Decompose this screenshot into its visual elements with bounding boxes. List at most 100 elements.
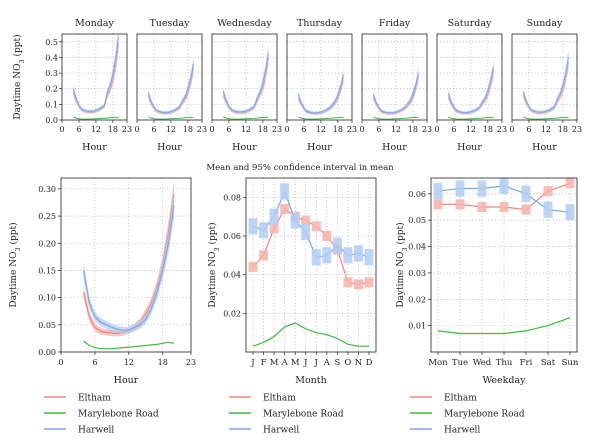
x-tick-label: 6 — [526, 125, 531, 134]
y-tick-label: 0.25 — [38, 212, 56, 221]
ci-band-harwell — [83, 191, 174, 334]
ci-box-harwell — [248, 218, 258, 235]
x-tick-label: Tue — [452, 358, 468, 368]
series-line-harwell — [83, 205, 175, 331]
x-tick-label: 18 — [158, 358, 168, 367]
ci-band-harwell — [448, 59, 494, 114]
weekday-panel: Mon Tue Wed Thu Fri Sat Sun 0.01 0.02 0.03 0.04 0.0… — [395, 177, 579, 386]
series-line-marylebone-road — [73, 116, 119, 120]
ci-box-eltham — [259, 250, 269, 261]
x-tick-label: 12 — [241, 125, 251, 134]
ci-box-eltham — [364, 277, 374, 288]
ci-band-harwell — [298, 68, 344, 115]
x-tick-label: 23 — [272, 125, 282, 134]
ci-band-harwell — [223, 44, 269, 114]
series-line-harwell — [72, 37, 119, 112]
x-tick-label: A — [281, 358, 289, 368]
x-axis-label: Hour — [114, 375, 139, 386]
x-tick-label: 23 — [186, 358, 196, 367]
day-panel-wednesday: Wednesday 0 6 12 18 23 Hour — [209, 18, 282, 153]
x-tick-label: S — [334, 358, 340, 368]
ci-box-eltham — [455, 199, 465, 210]
series-line-marylebone-road — [373, 116, 419, 120]
x-tick-label: 12 — [91, 125, 101, 134]
legend-label: Eltham — [444, 394, 477, 404]
ci-box-harwell — [364, 249, 374, 266]
x-tick-label: 12 — [541, 125, 551, 134]
panel-frame — [60, 177, 192, 353]
ci-box-harwell — [332, 237, 342, 254]
ci-box-harwell — [259, 222, 269, 239]
chart-title: Mean and 95% confidence interval in mean — [206, 163, 394, 173]
legend-label: Marylebone Road — [78, 410, 159, 420]
ci-box-harwell — [433, 183, 443, 200]
series-line-marylebone-road — [523, 116, 569, 120]
panel-title: Wednesday — [217, 18, 272, 29]
x-tick-label: F — [261, 358, 267, 368]
series-line-marylebone-road — [83, 340, 175, 350]
y-tick-label: 0.3 — [45, 69, 58, 78]
x-tick-label: 18 — [183, 125, 193, 134]
y-axis-label-sub: 3 — [401, 247, 409, 251]
x-tick-label: 0 — [209, 125, 214, 134]
ci-band-harwell — [373, 66, 419, 115]
x-axis-label: Hour — [382, 142, 407, 153]
y-tick-label: 0.30 — [38, 185, 56, 194]
y-tick-label: 0.4 — [45, 53, 58, 62]
x-tick-label: D — [366, 358, 373, 368]
legend: Eltham Marylebone Road Harwell — [229, 394, 344, 436]
series-line-marylebone-road — [252, 322, 369, 347]
y-axis-label-main: Daytime NO — [396, 252, 406, 308]
ci-box-harwell — [301, 224, 311, 241]
y-tick-label: 0.10 — [38, 294, 56, 303]
y-axis-label-main: Daytime NO — [13, 64, 23, 120]
series-line-harwell — [522, 57, 569, 113]
y-tick-label: 0.5 — [45, 38, 58, 47]
ci-box-eltham — [301, 215, 311, 226]
ci-box-harwell — [499, 177, 509, 195]
day-panel-thursday: Thursday 0 6 12 18 23 Hour — [284, 18, 357, 153]
x-axis-label: Hour — [307, 142, 332, 153]
ci-box-eltham — [543, 186, 553, 197]
x-tick-label: 0 — [509, 125, 514, 134]
y-axis-label-unit: (ppt) — [395, 222, 406, 247]
panel-title: Monday — [75, 18, 114, 29]
x-tick-label: 23 — [197, 125, 207, 134]
x-tick-label: Sun — [562, 358, 579, 368]
series-line-marylebone-road — [298, 116, 344, 120]
ci-box-harwell — [477, 180, 487, 197]
x-tick-label: J — [303, 358, 308, 368]
ci-box-harwell — [322, 247, 332, 264]
ci-box-harwell — [543, 201, 553, 218]
day-panel-saturday: Saturday 0 6 12 18 23 Hour — [434, 18, 507, 153]
ci-box-eltham — [521, 204, 531, 215]
day-panel-friday: Friday 0 6 12 18 23 Hour — [359, 18, 432, 153]
x-tick-label: 12 — [466, 125, 476, 134]
panel-title: Sunday — [527, 18, 563, 29]
x-tick-label: 0 — [359, 125, 364, 134]
y-axis-label: Daytime NO3 (ppt) — [12, 34, 26, 119]
panel-frame — [511, 33, 578, 121]
ci-box-harwell — [343, 247, 353, 264]
ci-box-eltham — [499, 201, 509, 213]
ci-box-harwell — [565, 204, 575, 221]
x-tick-label: 12 — [391, 125, 401, 134]
legend-label: Harwell — [263, 426, 299, 436]
day-panel-monday: Monday 0 6 12 18 23 Hour 0.0 0.1 0.2 0.3 0.4 0.5 — [45, 18, 132, 153]
y-tick-label: 0.20 — [38, 239, 56, 248]
y-tick-label: 0.04 — [408, 243, 426, 252]
y-axis-label-sub: 3 — [18, 59, 26, 63]
x-tick-label: J — [314, 358, 319, 368]
ci-box-harwell — [311, 249, 321, 266]
panel-title: Tuesday — [149, 18, 190, 29]
day-panel-sunday: Sunday 0 6 12 18 23 Hour — [509, 18, 582, 153]
y-tick-label: 0.05 — [38, 321, 56, 330]
ci-box-harwell — [353, 245, 363, 262]
x-tick-label: 23 — [497, 125, 507, 134]
panel-frame — [136, 33, 203, 121]
series-line-harwell — [297, 74, 344, 114]
x-tick-label: 6 — [151, 125, 156, 134]
y-tick-label: 0.15 — [38, 266, 56, 275]
x-tick-label: 6 — [76, 125, 81, 134]
